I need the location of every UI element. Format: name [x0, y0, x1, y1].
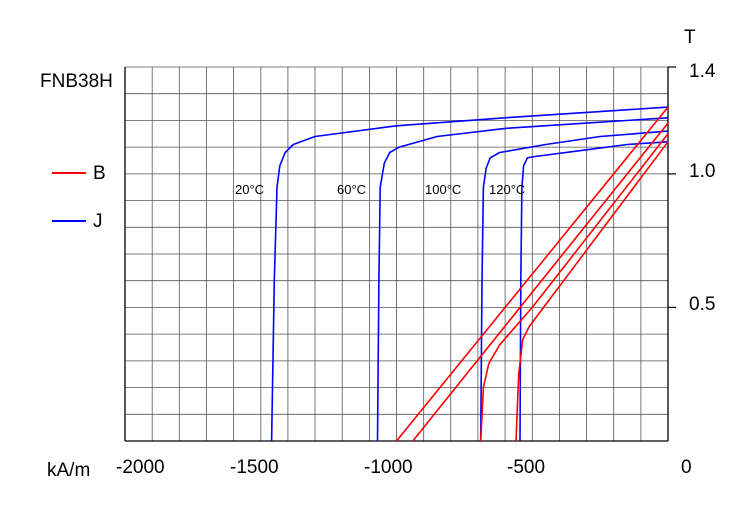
series-line-b-120c [515, 141, 669, 442]
chart-title: FNB38H [40, 71, 113, 92]
series-line-j-120c [519, 141, 669, 442]
x-tick-label: -500 [507, 457, 546, 478]
chart-grid [124, 66, 676, 442]
series-line-j-20c [270, 106, 669, 442]
legend-label-b: B [93, 163, 106, 184]
x-tick-label: -2000 [116, 457, 165, 478]
x-axis-unit-label: kA/m [47, 460, 91, 481]
y-tick-label: 1.0 [689, 161, 716, 182]
chart-curves [270, 106, 669, 442]
series-line-b-60c [412, 122, 669, 442]
y-axis-unit-label: T [684, 27, 696, 48]
curve-label-120c: 120°C [489, 182, 526, 197]
curve-label-100c: 100°C [425, 182, 462, 197]
x-tick-label: -1000 [364, 457, 413, 478]
curve-label-60c: 60°C [337, 182, 367, 197]
series-line-j-100c [479, 130, 669, 442]
series-line-b-100c [479, 133, 669, 442]
x-tick-label: 0 [681, 457, 692, 478]
legend-swatch-j [52, 220, 86, 222]
legend-swatch-b [52, 172, 86, 174]
legend-label-j: J [93, 211, 103, 232]
series-line-b-20c [395, 106, 669, 442]
y-tick-label: 1.4 [689, 61, 716, 82]
curve-label-20c: 20°C [235, 182, 265, 197]
series-line-j-60c [376, 117, 669, 442]
x-tick-label: -1500 [230, 457, 279, 478]
y-tick-label: 0.5 [689, 294, 716, 315]
